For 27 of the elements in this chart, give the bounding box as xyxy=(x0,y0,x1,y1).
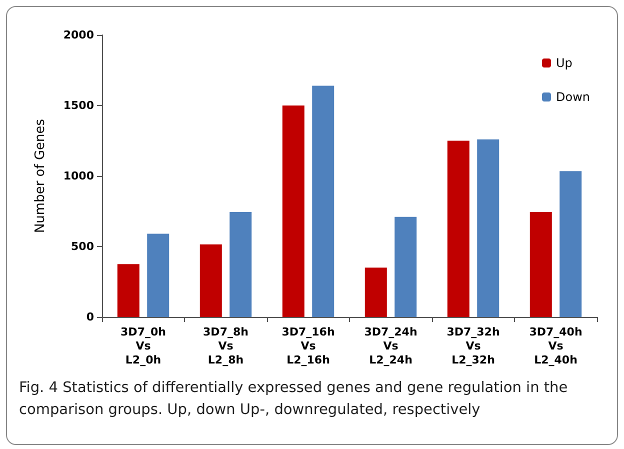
bar xyxy=(230,212,252,317)
x-tick-label: 3D7_24h Vs L2_24h xyxy=(364,326,418,366)
y-axis-title: Number of Genes xyxy=(33,118,48,234)
y-tick-label: 2000 xyxy=(63,28,94,42)
y-tick-label: 500 xyxy=(71,240,94,253)
bar xyxy=(147,234,170,317)
x-tick-label: 3D7_32h Vs L2_32h xyxy=(446,326,500,366)
bar xyxy=(447,140,470,317)
x-tick-label: 3D7_40h Vs L2_40h xyxy=(529,326,582,366)
y-tick-label: 0 xyxy=(86,310,94,324)
x-tick-label: 3D7_8h Vs L2_8h xyxy=(203,326,248,366)
x-tick-label: 3D7_0h Vs L2_0h xyxy=(120,326,166,366)
x-tick-label: 3D7_16h Vs L2_16h xyxy=(282,326,335,366)
legend-label: Up xyxy=(556,56,572,70)
caption: Fig. 4 Statistics of differentially expressed genes and gene regulation in the comparison groups. Up, down Up-, downregulated, respectively xyxy=(19,379,569,420)
bar xyxy=(530,212,552,317)
bar xyxy=(364,268,387,317)
y-tick-label: 1500 xyxy=(63,99,94,112)
legend-label: Down xyxy=(556,90,590,104)
bar xyxy=(117,264,140,317)
bar xyxy=(200,244,222,317)
bar xyxy=(560,171,582,317)
bar xyxy=(394,216,417,317)
y-tick-label: 1000 xyxy=(63,170,94,182)
bar xyxy=(312,86,334,317)
bar xyxy=(477,139,500,317)
bar xyxy=(282,106,304,317)
